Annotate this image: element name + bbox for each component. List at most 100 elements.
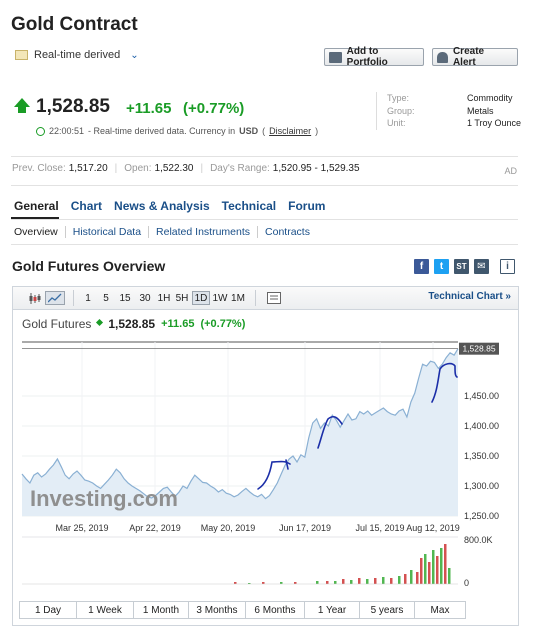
twitter-icon[interactable]: t [434, 259, 449, 274]
volume-bar [440, 548, 443, 584]
up-arrow-icon [14, 98, 30, 107]
volume-bar [248, 583, 251, 584]
ad-label: AD [504, 166, 517, 176]
volume-bar [358, 578, 361, 584]
range-6-months[interactable]: 6 Months [245, 601, 305, 619]
interval-1m[interactable]: 1M [231, 292, 245, 304]
volume-bar [316, 581, 319, 584]
interval-5h[interactable]: 5H [175, 292, 189, 304]
volume-bar [420, 558, 423, 584]
interval-1h[interactable]: 1H [157, 292, 171, 304]
page-title: Gold Contract [11, 14, 138, 35]
interval-15[interactable]: 15 [119, 292, 131, 304]
volume-max-label: 800.0K [464, 535, 493, 545]
tab-general[interactable]: General [14, 199, 59, 213]
range-1-year[interactable]: 1 Year [304, 601, 360, 619]
instrument-meta: Type: Commodity Group: Metals Unit: 1 Troy … [376, 92, 533, 130]
add-to-portfolio-button[interactable]: Add to Portfolio [324, 46, 424, 68]
range-1-week[interactable]: 1 Week [76, 601, 134, 619]
interval-1d[interactable]: 1D [192, 291, 210, 305]
range-1-day[interactable]: 1 Day [19, 601, 77, 619]
tab-technical[interactable]: Technical [221, 199, 277, 213]
range-selector: 1 Day 1 Week 1 Month 3 Months 6 Months 1… [19, 601, 466, 619]
legend-change: +11.65 [161, 318, 195, 330]
add-to-portfolio-label: Add to Portfolio [346, 46, 388, 68]
annotation-stroke [431, 362, 458, 403]
interval-5[interactable]: 5 [103, 292, 109, 304]
portfolio-icon [329, 51, 342, 63]
subtab-related-instruments[interactable]: Related Instruments [148, 226, 257, 238]
volume-bar [382, 577, 385, 584]
instrument-name: Gold Futures [22, 317, 92, 331]
volume-bar [366, 579, 369, 584]
type-value: Commodity [467, 93, 513, 103]
prev-close-label: Prev. Close: [12, 163, 66, 174]
volume-bar [432, 550, 435, 584]
volume-bar [390, 578, 393, 584]
volume-bar [262, 582, 265, 584]
email-icon[interactable]: ✉ [474, 259, 489, 274]
volume-bar [444, 544, 447, 584]
flag-icon [15, 50, 28, 60]
realtime-label: Real-time derived [34, 49, 121, 61]
x-tick-label: May 20, 2019 [201, 523, 256, 533]
stocktwits-icon[interactable]: ST [454, 259, 469, 274]
divider [11, 156, 518, 157]
prev-close-value: 1,517.20 [68, 163, 108, 174]
tab-forum[interactable]: Forum [288, 199, 326, 213]
y-tick-label: 1,350.00 [464, 451, 499, 461]
technical-chart-link[interactable]: Technical Chart » [428, 291, 511, 302]
volume-bar [404, 574, 407, 584]
group-value: Metals [467, 105, 494, 116]
x-tick-label: Mar 25, 2019 [55, 523, 108, 533]
subtab-contracts[interactable]: Contracts [257, 226, 317, 238]
create-alert-button[interactable]: Create Alert [432, 46, 518, 68]
info-icon[interactable]: i [500, 259, 515, 274]
y-tick-label: 1,450.00 [464, 391, 499, 401]
chevron-down-icon: ⌄ [130, 49, 139, 61]
section-title: Gold Futures Overview [12, 258, 166, 274]
volume-bar [398, 576, 401, 584]
open-value: 1,522.30 [154, 163, 194, 174]
bell-icon [437, 51, 448, 63]
x-tick-label: Jun 17, 2019 [279, 523, 331, 533]
range-1-month[interactable]: 1 Month [133, 601, 189, 619]
legend-price: 1,528.85 [108, 317, 156, 331]
volume-bar [374, 578, 377, 584]
interval-30[interactable]: 30 [139, 292, 151, 304]
candlestick-icon[interactable] [27, 291, 43, 305]
days-range-value: 1,520.95 - 1,529.35 [272, 163, 360, 174]
price-area [22, 348, 458, 516]
subtab-historical-data[interactable]: Historical Data [64, 226, 148, 238]
range-3-months[interactable]: 3 Months [188, 601, 246, 619]
quote-time: 22:00:51 - Real-time derived data. Curre… [36, 126, 318, 136]
y-tick-label: 1,250.00 [464, 511, 499, 521]
area-chart-icon[interactable] [45, 291, 65, 305]
annotation-stroke [317, 416, 343, 449]
chart-toolbar [13, 287, 518, 310]
price-change: +11.65 [126, 100, 172, 117]
interval-1w[interactable]: 1W [212, 292, 228, 304]
price-line [21, 348, 459, 500]
volume-bar [428, 562, 431, 584]
type-label: Type: [387, 93, 410, 103]
range-max[interactable]: Max [414, 601, 466, 619]
group-label: Group: [387, 105, 415, 116]
volume-bar [280, 582, 283, 584]
create-alert-label: Create Alert [452, 46, 485, 68]
disclaimer-link[interactable]: Disclaimer [269, 126, 312, 136]
y-tick-label: 1,300.00 [464, 481, 499, 491]
volume-bar [416, 572, 419, 584]
last-price-tag: 1,528.85 [462, 344, 495, 354]
range-5-years[interactable]: 5 years [359, 601, 415, 619]
subtab-overview[interactable]: Overview [14, 226, 58, 238]
tab-news-analysis[interactable]: News & Analysis [114, 199, 210, 213]
days-range-label: Day's Range: [210, 163, 270, 174]
tab-chart[interactable]: Chart [70, 199, 103, 213]
realtime-dropdown[interactable]: Real-time derived ⌄ [15, 49, 139, 61]
interval-1[interactable]: 1 [85, 292, 91, 304]
facebook-icon[interactable]: f [414, 259, 429, 274]
volume-bar [294, 582, 297, 584]
settings-icon[interactable] [266, 291, 282, 305]
